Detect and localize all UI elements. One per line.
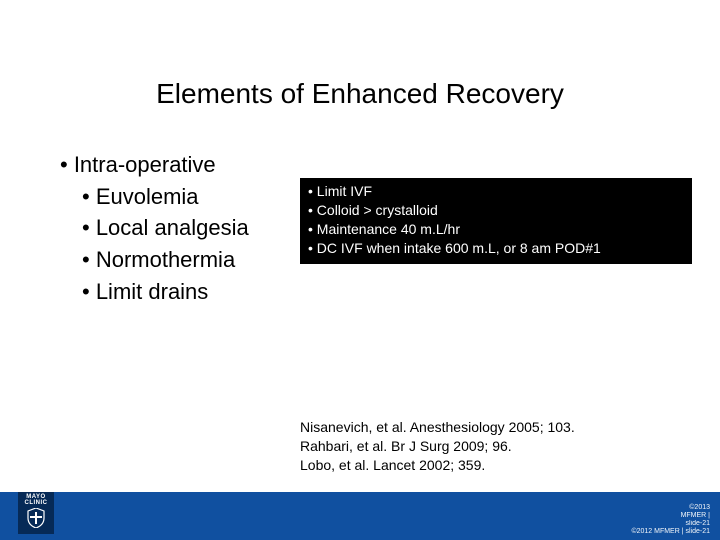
footer-bar: MAYO CLINIC ©2013 MFMER | slide-21 ©2012…: [0, 492, 720, 540]
references-block: Nisanevich, et al. Anesthesiology 2005; …: [300, 418, 575, 475]
footer-line: slide-21: [631, 520, 710, 528]
callout-item: • Limit IVF: [308, 182, 684, 201]
callout-item: • Maintenance 40 m.L/hr: [308, 220, 684, 239]
reference-line: Rahbari, et al. Br J Surg 2009; 96.: [300, 437, 575, 456]
list-item-lvl2: • Local analgesia: [82, 213, 249, 243]
footer-line: ©2012 MFMER | slide-21: [631, 528, 710, 536]
slide: Elements of Enhanced Recovery • Intra-op…: [0, 0, 720, 540]
list-item-lvl2: • Euvolemia: [82, 182, 249, 212]
shield-icon: [27, 508, 45, 528]
list-item-lvl2: • Limit drains: [82, 277, 249, 307]
mayo-clinic-logo: MAYO CLINIC: [18, 492, 54, 534]
callout-item: • Colloid > crystalloid: [308, 201, 684, 220]
slide-title: Elements of Enhanced Recovery: [0, 78, 720, 110]
logo-text-line2: CLINIC: [25, 500, 48, 506]
reference-line: Nisanevich, et al. Anesthesiology 2005; …: [300, 418, 575, 437]
footer-line: ©2013: [631, 504, 710, 512]
callout-box: • Limit IVF • Colloid > crystalloid • Ma…: [300, 178, 692, 264]
main-bullet-list: • Intra-operative • Euvolemia • Local an…: [60, 150, 249, 308]
list-item-lvl1: • Intra-operative: [60, 150, 249, 180]
callout-item: • DC IVF when intake 600 m.L, or 8 am PO…: [308, 239, 684, 258]
footer-line: MFMER |: [631, 512, 710, 520]
list-item-lvl2: • Normothermia: [82, 245, 249, 275]
reference-line: Lobo, et al. Lancet 2002; 359.: [300, 456, 575, 475]
footer-copyright: ©2013 MFMER | slide-21 ©2012 MFMER | sli…: [631, 504, 710, 536]
